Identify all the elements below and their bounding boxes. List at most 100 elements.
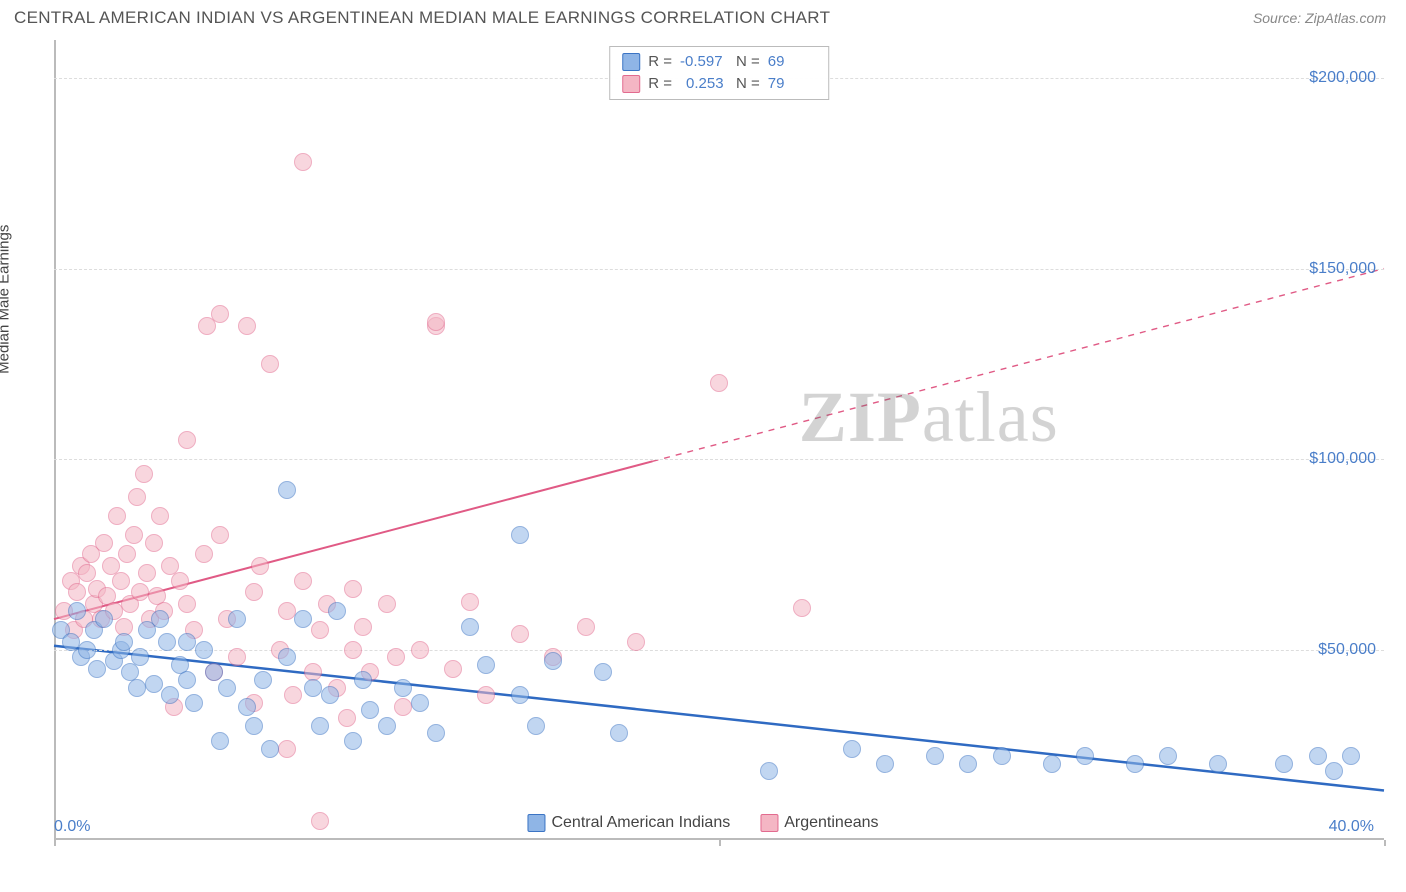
scatter-point-pink — [344, 641, 362, 659]
scatter-point-blue — [1325, 762, 1343, 780]
scatter-point-blue — [328, 602, 346, 620]
scatter-point-pink — [135, 465, 153, 483]
scatter-point-pink — [511, 625, 529, 643]
scatter-point-pink — [278, 602, 296, 620]
scatter-point-pink — [411, 641, 429, 659]
source-attribution: Source: ZipAtlas.com — [1253, 10, 1386, 26]
scatter-point-blue — [205, 663, 223, 681]
correlation-legend: R = -0.597 N = 69 R = 0.253 N = 79 — [609, 46, 829, 100]
scatter-point-pink — [444, 660, 462, 678]
scatter-point-blue — [185, 694, 203, 712]
scatter-point-blue — [477, 656, 495, 674]
scatter-point-pink — [427, 313, 445, 331]
swatch-blue — [527, 814, 545, 832]
scatter-point-blue — [68, 602, 86, 620]
scatter-point-blue — [278, 481, 296, 499]
scatter-point-pink — [577, 618, 595, 636]
scatter-point-blue — [610, 724, 628, 742]
n-value-pink: 79 — [768, 73, 816, 95]
scatter-point-pink — [145, 534, 163, 552]
scatter-point-blue — [1126, 755, 1144, 773]
chart-container: Median Male Earnings R = -0.597 N = 69 R… — [14, 40, 1392, 840]
x-axis-max-label: 40.0% — [1329, 818, 1374, 836]
scatter-point-blue — [161, 686, 179, 704]
scatter-point-pink — [354, 618, 372, 636]
scatter-point-blue — [361, 701, 379, 719]
scatter-point-pink — [245, 583, 263, 601]
scatter-point-pink — [284, 686, 302, 704]
x-tick — [1384, 840, 1386, 846]
scatter-point-blue — [211, 732, 229, 750]
scatter-point-pink — [627, 633, 645, 651]
legend-item-blue: Central American Indians — [527, 814, 730, 832]
scatter-point-blue — [278, 648, 296, 666]
scatter-point-pink — [95, 534, 113, 552]
correlation-row-pink: R = 0.253 N = 79 — [622, 73, 816, 95]
scatter-point-blue — [411, 694, 429, 712]
scatter-point-pink — [294, 572, 312, 590]
scatter-point-blue — [304, 679, 322, 697]
scatter-point-blue — [427, 724, 445, 742]
legend-label-pink: Argentineans — [784, 814, 878, 832]
scatter-point-blue — [218, 679, 236, 697]
plot-area: R = -0.597 N = 69 R = 0.253 N = 79 ZIPat… — [54, 40, 1384, 840]
scatter-point-pink — [338, 709, 356, 727]
scatter-point-blue — [511, 526, 529, 544]
scatter-point-blue — [959, 755, 977, 773]
scatter-point-blue — [1275, 755, 1293, 773]
scatter-point-blue — [378, 717, 396, 735]
scatter-point-pink — [68, 583, 86, 601]
scatter-point-pink — [195, 545, 213, 563]
series-legend: Central American Indians Argentineans — [527, 814, 878, 832]
scatter-point-blue — [461, 618, 479, 636]
r-value-blue: -0.597 — [680, 51, 728, 73]
scatter-point-blue — [1043, 755, 1061, 773]
scatter-point-blue — [1076, 747, 1094, 765]
scatter-point-blue — [151, 610, 169, 628]
scatter-point-pink — [128, 488, 146, 506]
scatter-point-blue — [993, 747, 1011, 765]
scatter-point-blue — [1342, 747, 1360, 765]
scatter-point-pink — [131, 583, 149, 601]
scatter-point-pink — [294, 153, 312, 171]
scatter-point-blue — [527, 717, 545, 735]
scatter-point-blue — [115, 633, 133, 651]
scatter-point-blue — [178, 671, 196, 689]
scatter-point-pink — [228, 648, 246, 666]
scatter-point-pink — [793, 599, 811, 617]
scatter-point-blue — [311, 717, 329, 735]
scatter-point-blue — [760, 762, 778, 780]
scatter-point-pink — [118, 545, 136, 563]
scatter-point-blue — [321, 686, 339, 704]
scatter-point-pink — [477, 686, 495, 704]
n-value-blue: 69 — [768, 51, 816, 73]
x-axis-min-label: 0.0% — [54, 818, 90, 836]
scatter-point-blue — [245, 717, 263, 735]
scatter-point-blue — [843, 740, 861, 758]
scatter-point-pink — [251, 557, 269, 575]
scatter-point-blue — [254, 671, 272, 689]
y-tick-label: $100,000 — [1309, 450, 1376, 468]
scatter-point-blue — [394, 679, 412, 697]
r-value-pink: 0.253 — [680, 73, 728, 95]
grid-line — [54, 269, 1384, 270]
y-tick-label: $50,000 — [1318, 641, 1376, 659]
scatter-point-pink — [394, 698, 412, 716]
scatter-point-blue — [1209, 755, 1227, 773]
scatter-point-blue — [158, 633, 176, 651]
scatter-point-pink — [387, 648, 405, 666]
chart-header: CENTRAL AMERICAN INDIAN VS ARGENTINEAN M… — [0, 0, 1406, 32]
scatter-point-pink — [211, 305, 229, 323]
legend-label-blue: Central American Indians — [551, 814, 730, 832]
scatter-point-blue — [261, 740, 279, 758]
chart-title: CENTRAL AMERICAN INDIAN VS ARGENTINEAN M… — [14, 8, 830, 28]
correlation-row-blue: R = -0.597 N = 69 — [622, 51, 816, 73]
scatter-point-pink — [138, 564, 156, 582]
y-tick-label: $150,000 — [1309, 260, 1376, 278]
swatch-pink — [760, 814, 778, 832]
scatter-point-blue — [95, 610, 113, 628]
grid-line — [54, 650, 1384, 651]
x-tick — [54, 840, 56, 846]
scatter-point-pink — [710, 374, 728, 392]
scatter-point-pink — [171, 572, 189, 590]
